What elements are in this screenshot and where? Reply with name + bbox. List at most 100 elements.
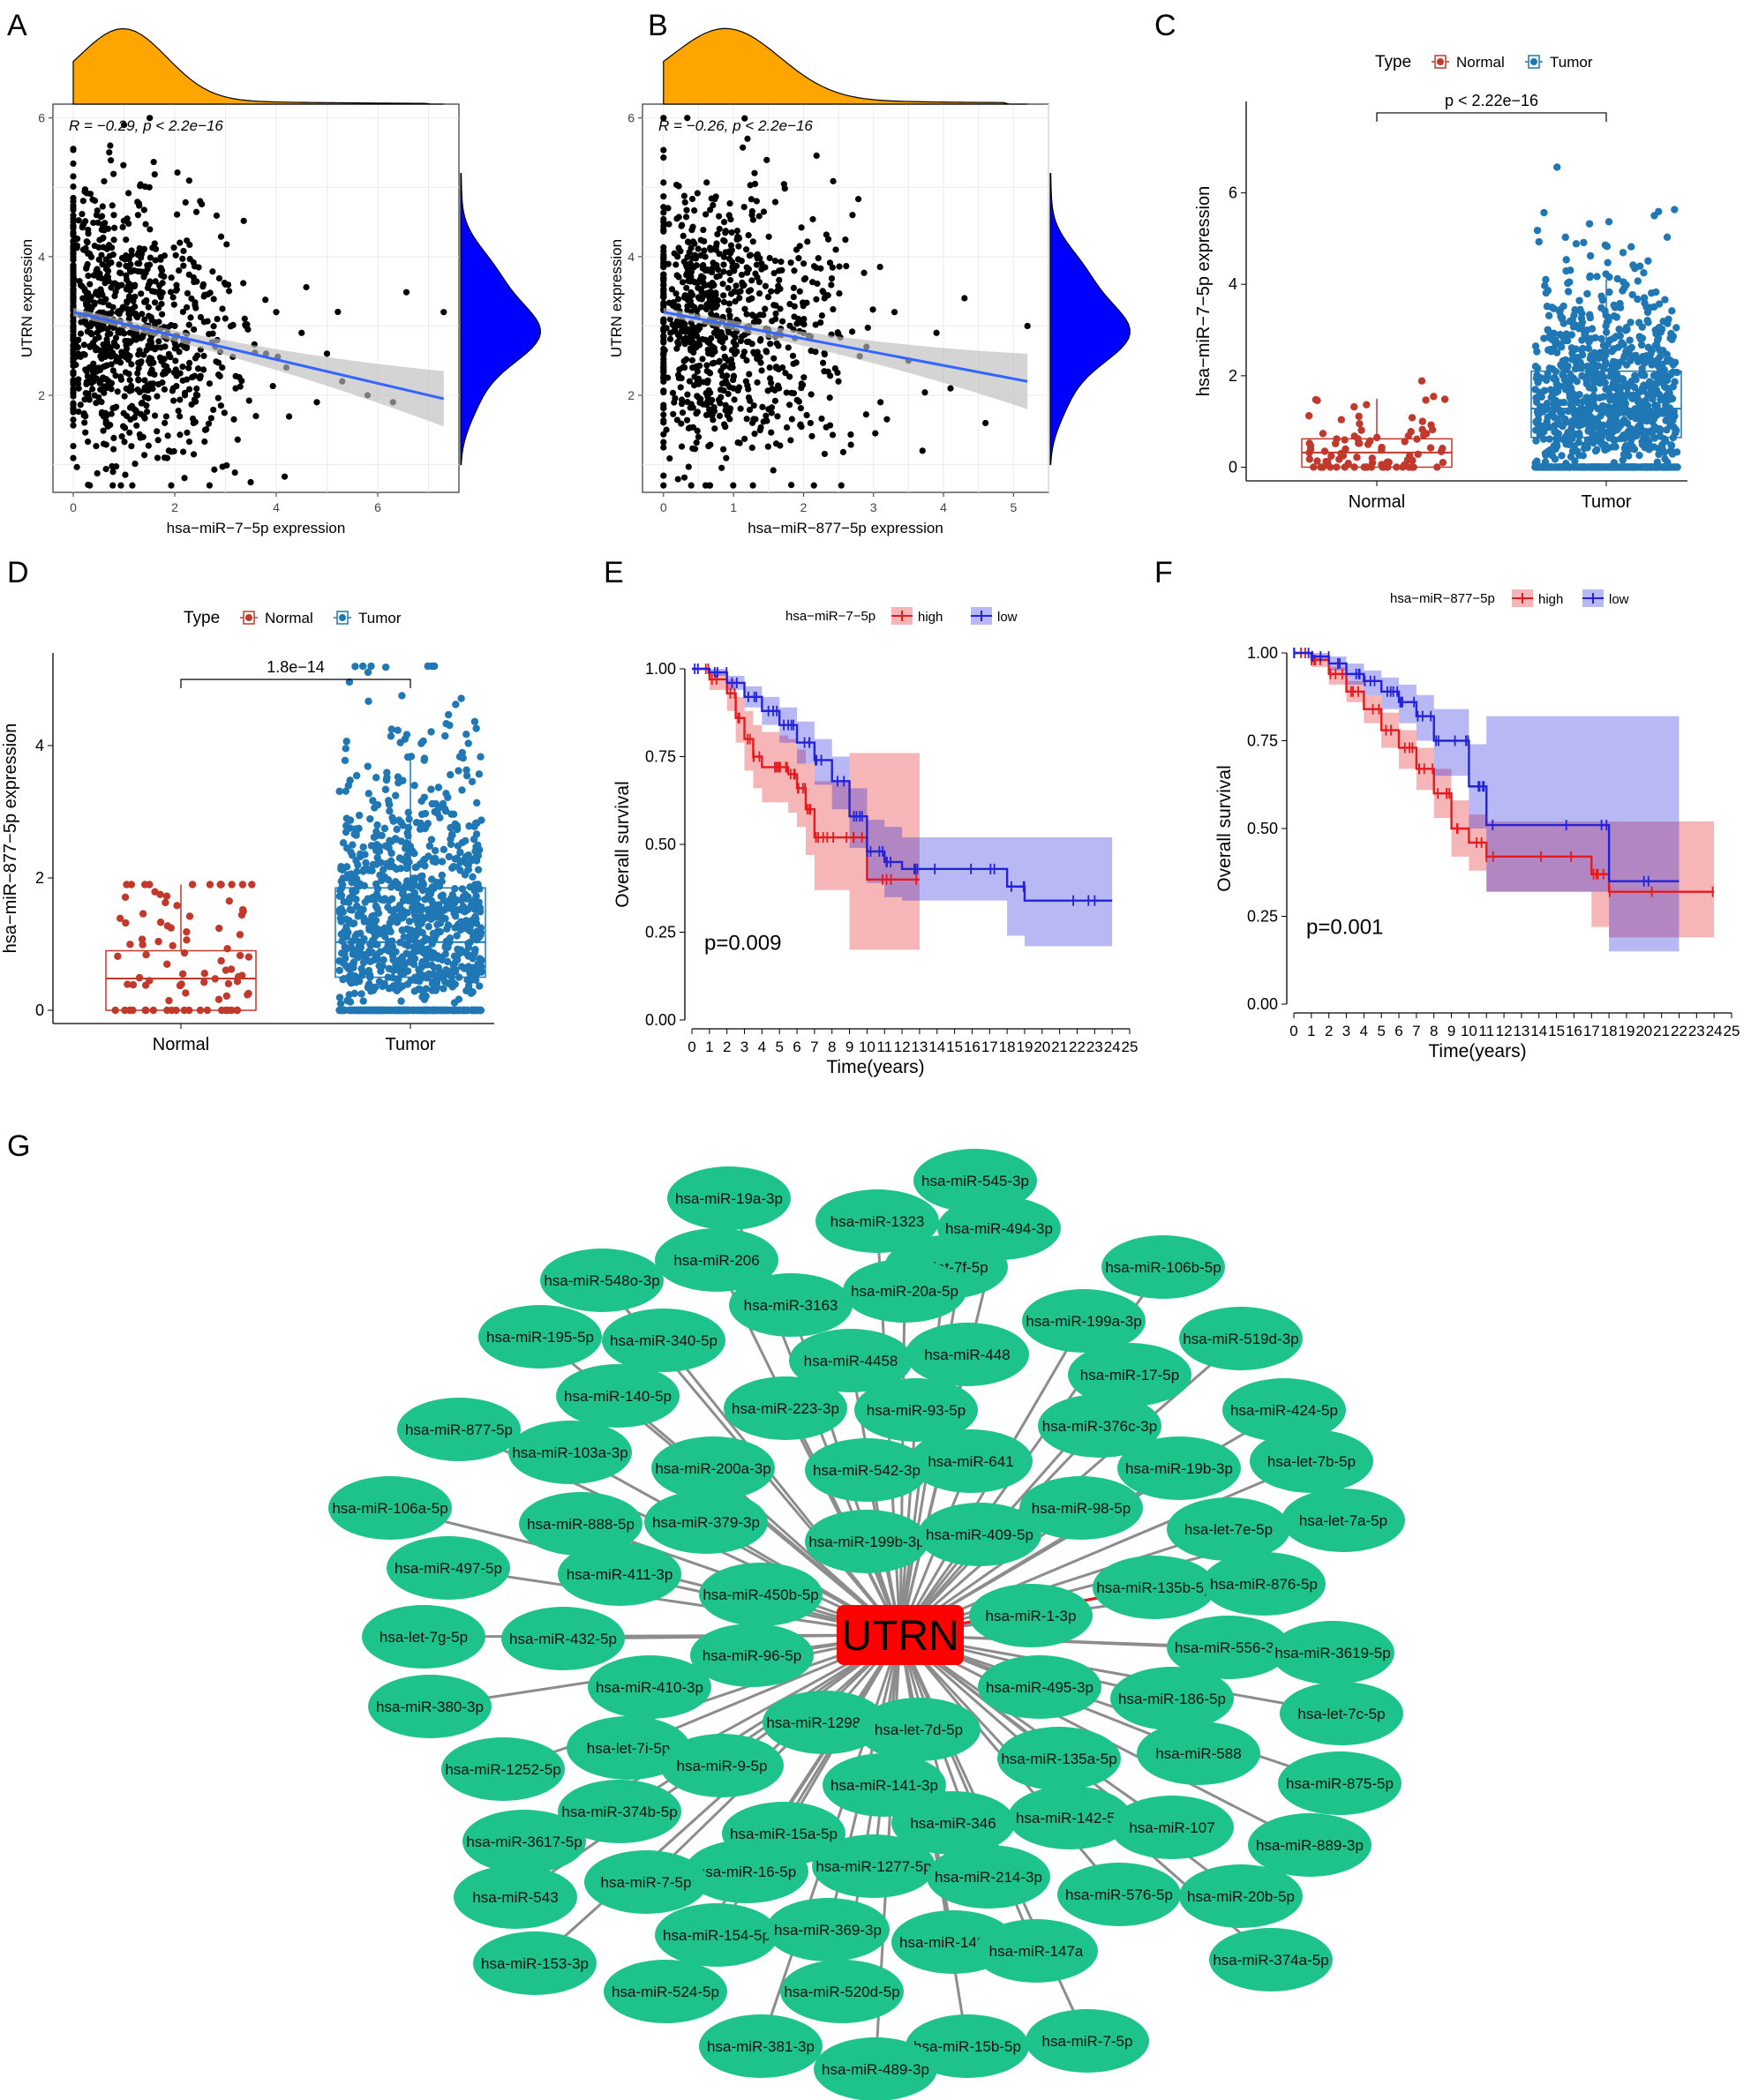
mirna-node-label: hsa-miR-1-3p [986, 1608, 1077, 1624]
mirna-node: hsa-miR-369-3p [766, 1898, 890, 1961]
scatter-point [734, 256, 742, 263]
scatter-point [732, 341, 739, 349]
scatter-point [738, 271, 746, 279]
jitter-point [1556, 463, 1564, 471]
legend-key [1530, 58, 1537, 65]
scatter-point [141, 377, 148, 384]
scatter-point [247, 478, 254, 486]
scatter-point [90, 342, 97, 349]
scatter-point [839, 448, 847, 455]
scatter-point [733, 282, 740, 289]
x-tick-label: 25 [1122, 1039, 1139, 1055]
jitter-point [1590, 354, 1599, 363]
scatter-point [688, 254, 696, 261]
mirna-node: hsa-miR-1298-5p [763, 1691, 886, 1754]
jitter-point [451, 885, 459, 893]
scatter-point [730, 376, 737, 384]
jitter-point [364, 668, 372, 677]
scatter-point [185, 386, 193, 393]
jitter-point [394, 912, 402, 921]
jitter-point [398, 926, 406, 934]
jitter-point [1584, 427, 1592, 435]
jitter-point [387, 732, 395, 740]
scatter-point [763, 156, 770, 163]
scatter-point [162, 370, 169, 377]
scatter-point [686, 378, 694, 385]
scatter-point [138, 410, 145, 417]
scatter-point [104, 225, 112, 232]
scatter-point [748, 277, 755, 284]
jitter-point [451, 959, 459, 967]
scatter-point [191, 326, 198, 334]
jitter-point [122, 919, 130, 927]
jitter-point [380, 866, 387, 874]
scatter-point [124, 299, 131, 306]
scatter-point [70, 335, 77, 342]
scatter-point [171, 322, 178, 330]
scatter-point [121, 393, 128, 400]
jitter-point [1418, 417, 1426, 425]
jitter-point [454, 951, 462, 959]
legend-label: Normal [1456, 54, 1505, 71]
jitter-point [1541, 449, 1550, 458]
jitter-point [1564, 279, 1572, 288]
scatter-point [269, 382, 276, 390]
jitter-point [1616, 299, 1624, 308]
scatter-point [674, 253, 681, 260]
jitter-point [465, 822, 473, 830]
x-tick-label: 3 [870, 500, 877, 514]
x-tick-label: 5 [1377, 1023, 1385, 1039]
scatter-point [764, 293, 772, 301]
scatter-point [747, 251, 754, 259]
x-tick-label: 13 [911, 1039, 928, 1055]
y-tick-label: 0.25 [645, 924, 676, 941]
scatter-point [753, 198, 760, 205]
p-value: p < 2.22e−16 [1445, 92, 1538, 109]
scatter-point [81, 351, 88, 358]
scatter-point [683, 416, 691, 424]
scatter-point [663, 426, 670, 433]
scatter-point [673, 215, 680, 222]
jitter-point [1636, 387, 1644, 395]
mirna-node-label: hsa-miR-16-5p [697, 1864, 796, 1880]
scatter-point [109, 469, 116, 476]
scatter-point [125, 371, 132, 378]
mirna-node: hsa-miR-7-5p [584, 1850, 708, 1914]
jitter-point [1644, 257, 1652, 265]
jitter-point [1665, 315, 1672, 324]
jitter-point [438, 871, 447, 880]
scatter-point [708, 195, 715, 202]
scatter-point [210, 406, 217, 414]
jitter-point [1350, 402, 1358, 411]
scatter-point [74, 344, 81, 351]
y-tick-label: 2 [1229, 367, 1237, 385]
legend-label: Tumor [1550, 54, 1593, 71]
jitter-point [335, 787, 343, 796]
jitter-point [154, 937, 162, 946]
jitter-point [1623, 419, 1632, 428]
scatter-point [716, 225, 723, 233]
scatter-point [673, 290, 680, 297]
scatter-point [696, 276, 703, 283]
jitter-point [1635, 398, 1642, 406]
scatter-point [105, 278, 112, 285]
scatter-point [139, 399, 146, 407]
scatter-point [162, 413, 169, 420]
jitter-point [1545, 364, 1553, 372]
x-tick-label: 2 [800, 500, 808, 514]
scatter-point [682, 214, 690, 221]
mirna-node: hsa-miR-106a-5p [328, 1476, 452, 1540]
jitter-point [377, 859, 385, 866]
jitter-point [432, 913, 440, 921]
jitter-point [439, 891, 447, 899]
scatter-point [714, 296, 722, 304]
mirna-node: hsa-let-7c-5p [1280, 1682, 1403, 1745]
jitter-point [1593, 273, 1601, 281]
scatter-point [690, 345, 698, 352]
scatter-point [140, 351, 147, 358]
mirna-node: hsa-miR-199b-3p [805, 1510, 928, 1573]
jitter-point [418, 993, 426, 1001]
scatter-point [227, 323, 235, 330]
jitter-point [462, 771, 471, 780]
jitter-point [1640, 294, 1649, 302]
